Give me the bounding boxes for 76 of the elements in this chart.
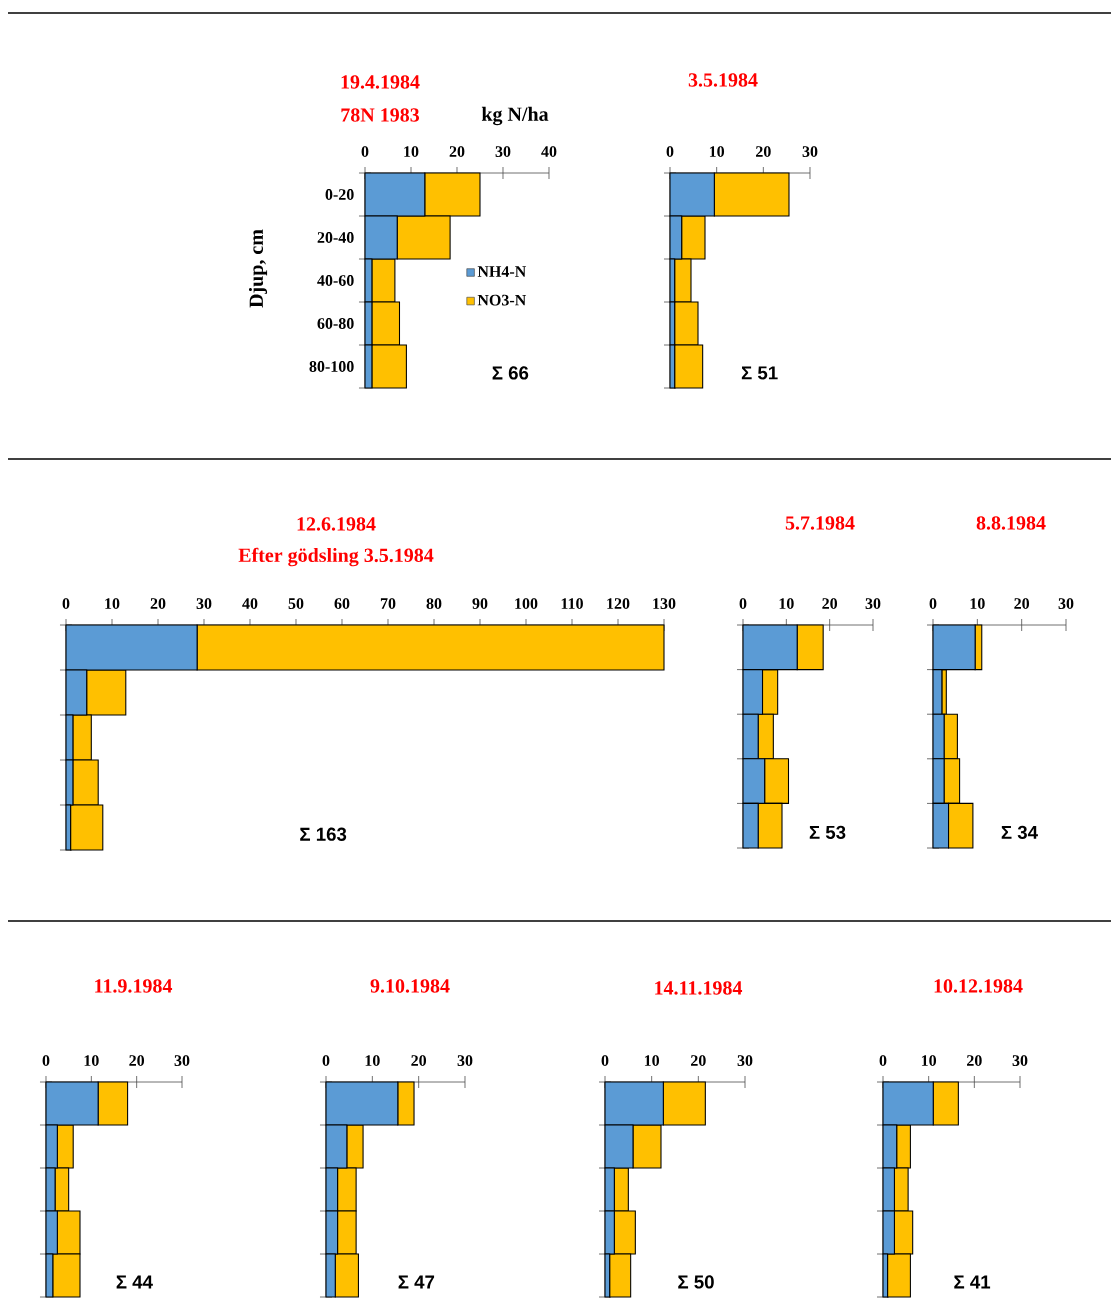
x-tick-label: 0: [62, 598, 70, 609]
x-tick-label: 20: [967, 1055, 982, 1066]
x-tick-label: 30: [174, 1055, 190, 1066]
x-tick-label: 10: [365, 1055, 380, 1066]
y-axis-title: Djup, cm: [248, 229, 268, 308]
x-tick-label: 10: [921, 1055, 937, 1066]
x-tick-label: 10: [404, 146, 419, 157]
x-tick-label: 20: [756, 146, 771, 157]
x-tick-label: 20: [691, 1055, 706, 1066]
x-tick-label: 90: [472, 598, 488, 609]
chart-title: 5.7.1984: [785, 516, 855, 530]
x-tick-label: 10: [970, 598, 985, 609]
x-tick-label: 70: [380, 598, 396, 609]
annotation: Σ 44: [116, 1275, 153, 1289]
x-tick-label: 40: [242, 598, 258, 609]
annotation: Σ 53: [809, 825, 846, 840]
x-tick-label: 0: [739, 598, 747, 609]
x-tick-label: 0: [929, 598, 937, 609]
x-tick-label: 30: [495, 146, 511, 157]
x-tick-label: 0: [666, 146, 674, 157]
y-tick-label: 20-40: [317, 232, 354, 243]
x-tick-label: 0: [42, 1055, 50, 1066]
x-tick-label: 30: [1058, 598, 1074, 609]
legend-label: NH4-N: [477, 266, 527, 277]
x-tick-label: 10: [84, 1055, 99, 1066]
x-tick-label: 20: [822, 598, 838, 609]
x-tick-label: 110: [561, 598, 583, 609]
chart-title: 11.9.1984: [95, 979, 173, 993]
x-tick-label: 130: [653, 598, 676, 609]
chart-title: 14.11.1984: [655, 981, 743, 995]
x-tick-label: 120: [607, 598, 630, 609]
x-tick-label: 10: [644, 1055, 660, 1066]
x-tick-label: 0: [361, 146, 369, 157]
chart-title: 8.8.1984: [976, 516, 1046, 530]
x-tick-label: 30: [865, 598, 881, 609]
chart-title: 9.10.1984: [370, 979, 450, 993]
x-tick-label: 20: [129, 1055, 145, 1066]
x-tick-label: 30: [196, 598, 212, 609]
x-tick-label: 10: [709, 146, 725, 157]
x-tick-label: 20: [1014, 598, 1030, 609]
x-tick-label: 30: [457, 1055, 473, 1066]
x-tick-label: 30: [737, 1055, 753, 1066]
annotation: Σ 34: [1001, 825, 1038, 840]
annotation: Σ 41: [954, 1275, 991, 1289]
y-tick-label: 0-20: [325, 189, 354, 200]
y-tick-label: 60-80: [317, 318, 354, 329]
x-tick-label: 20: [150, 598, 166, 609]
annotation: Σ 47: [398, 1275, 435, 1289]
x-tick-label: 0: [322, 1055, 330, 1066]
x-tick-label: 100: [515, 598, 538, 609]
x-tick-label: 50: [288, 598, 304, 609]
y-tick-label: 40-60: [317, 275, 354, 286]
x-tick-label: 0: [879, 1055, 887, 1066]
chart-subtitle: Efter gödsling 3.5.1984: [238, 547, 434, 567]
annotation: Σ 66: [492, 366, 529, 380]
chart-title: 12.6.1984: [297, 517, 376, 531]
x-axis-title: kg N/ha: [481, 106, 549, 126]
x-tick-label: 60: [334, 598, 350, 609]
x-tick-label: 20: [449, 146, 465, 157]
chart-title: 19.4.1984: [341, 75, 420, 89]
x-tick-label: 0: [601, 1055, 609, 1066]
annotation: Σ 51: [741, 366, 778, 380]
x-tick-label: 10: [105, 598, 120, 609]
annotation: Σ 50: [678, 1275, 714, 1289]
chart-subtitle: 78N 1983: [341, 108, 420, 122]
x-tick-label: 30: [802, 146, 818, 157]
x-tick-label: 80: [426, 598, 442, 609]
chart-title: 10.12.1984: [934, 979, 1023, 993]
x-tick-label: 30: [1012, 1055, 1028, 1066]
x-tick-label: 10: [779, 598, 794, 609]
x-tick-label: 40: [541, 146, 557, 157]
x-tick-label: 20: [411, 1055, 427, 1066]
y-tick-label: 80-100: [309, 361, 354, 372]
chart-title: 3.5.1984: [688, 73, 758, 87]
annotation: Σ 163: [300, 827, 347, 841]
legend-label: NO3-N: [477, 294, 527, 306]
